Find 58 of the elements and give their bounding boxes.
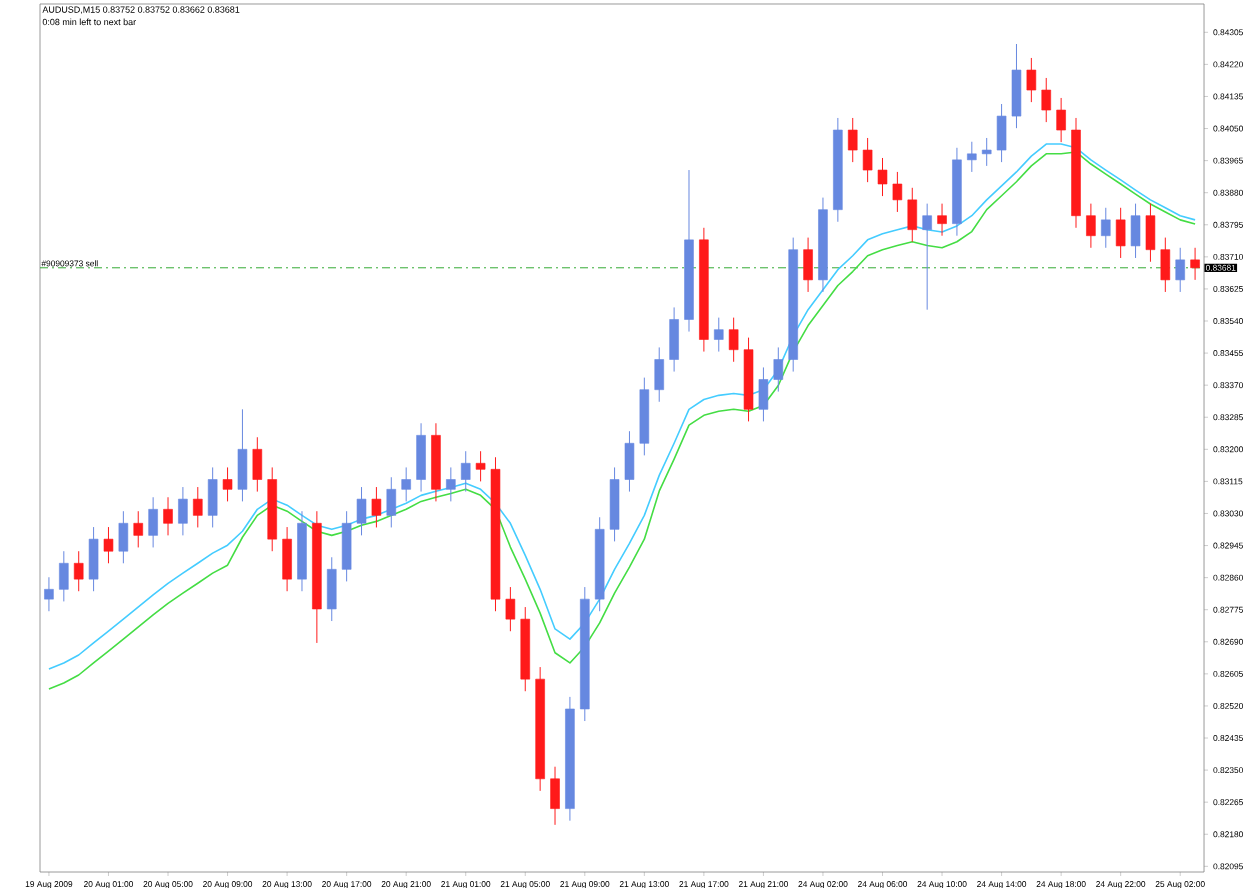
candlestick	[877, 157, 888, 197]
candlestick	[758, 366, 769, 422]
candlestick	[847, 117, 858, 163]
candlestick	[341, 510, 352, 582]
candlestick	[1056, 97, 1066, 143]
candlestick	[222, 466, 233, 502]
candlestick	[1041, 77, 1051, 123]
candlestick	[163, 496, 173, 536]
candlestick	[773, 346, 784, 393]
candlestick	[73, 550, 84, 592]
candlestick	[550, 766, 560, 826]
candlestick	[892, 171, 903, 213]
candlestick	[88, 526, 99, 592]
candlestick	[505, 586, 516, 632]
candlestick	[44, 576, 54, 612]
candlestick	[371, 486, 382, 528]
candlestick	[1190, 247, 1200, 281]
candlestick	[148, 496, 158, 548]
candlestick	[728, 317, 739, 363]
candlestick	[907, 187, 918, 243]
candlestick	[1175, 247, 1185, 293]
candlestick	[133, 510, 144, 548]
candlestick	[193, 486, 203, 528]
candlestick	[356, 486, 367, 536]
candlestick	[803, 237, 813, 293]
candlestick	[669, 306, 679, 373]
candlestick	[1115, 207, 1126, 259]
candlestick	[1130, 203, 1141, 259]
candlestick	[996, 103, 1007, 163]
candlestick	[401, 466, 411, 502]
candlestick	[981, 137, 992, 167]
candlestick	[59, 550, 69, 602]
candlestick	[386, 476, 397, 528]
candlestick	[1101, 207, 1111, 249]
candlestick	[624, 430, 635, 493]
candlestick	[967, 141, 977, 173]
candlestick	[937, 203, 947, 237]
candlestick	[103, 526, 114, 564]
candlestick	[207, 466, 218, 528]
candlestick	[282, 526, 292, 592]
candlestick	[1026, 57, 1037, 103]
candlestick	[714, 317, 724, 353]
candlestick	[1011, 43, 1022, 129]
candlestick	[654, 346, 664, 403]
candlestick	[1160, 237, 1171, 293]
candlestick	[326, 556, 337, 622]
candlestick	[460, 450, 471, 493]
candlestick	[178, 486, 188, 536]
candlestick	[1145, 203, 1156, 263]
candlestick	[922, 203, 932, 311]
candlestick	[237, 408, 248, 502]
candlestick	[252, 436, 263, 493]
candlestick	[475, 450, 486, 482]
candlestick	[862, 137, 873, 183]
candlestick	[1086, 203, 1096, 249]
candlestick	[416, 422, 426, 493]
candlestick	[118, 510, 129, 564]
candlestick	[446, 466, 456, 502]
